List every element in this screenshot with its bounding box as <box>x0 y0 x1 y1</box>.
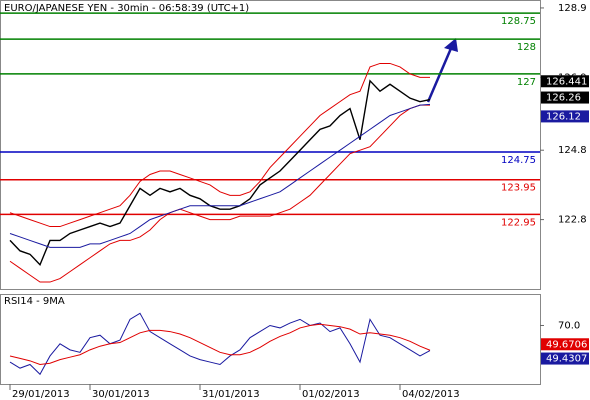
level-label: 127 <box>517 77 536 88</box>
series-line <box>9 323 431 366</box>
forecast-arrowhead <box>444 38 458 52</box>
series-line <box>9 312 431 376</box>
value-badge <box>541 338 589 351</box>
value-badge <box>541 352 589 365</box>
y-tick-label: 124.8 <box>558 145 587 156</box>
level-label: 128 <box>517 42 536 53</box>
rsi-title: RSI14 - 9MA <box>4 296 65 307</box>
price-panel <box>0 0 541 290</box>
level-label: 123.95 <box>501 183 536 194</box>
level-label: 128.75 <box>501 16 536 27</box>
series-line <box>9 79 431 266</box>
value-badge-label: 126.12 <box>546 111 581 122</box>
y-tick-label: 122.8 <box>558 215 587 226</box>
series-line <box>9 104 430 283</box>
y-tick-label: 70.0 <box>558 320 580 331</box>
series-line <box>9 103 431 248</box>
value-badge-label: 49.4307 <box>546 354 587 365</box>
series-line <box>9 62 430 228</box>
y-tick-label: 128.9 <box>558 3 587 14</box>
level-label: 124.75 <box>501 155 536 166</box>
rsi-panel <box>0 294 541 385</box>
x-tick-label: 29/01/2013 <box>12 389 70 400</box>
value-badge-label: 126.441 <box>546 76 587 87</box>
value-badge <box>541 91 589 104</box>
x-tick-label: 01/02/2013 <box>302 389 360 400</box>
level-label: 122.95 <box>501 217 536 228</box>
value-badge <box>541 110 589 123</box>
chart-title: EURO/JAPANESE YEN - 30min - 06:58:39 (UT… <box>4 3 249 14</box>
x-tick-label: 31/01/2013 <box>202 389 260 400</box>
x-tick-label: 04/02/2013 <box>402 389 460 400</box>
x-tick-label: 30/01/2013 <box>92 389 150 400</box>
value-badge-label: 126.26 <box>546 93 581 104</box>
value-badge-label: 49.6706 <box>546 339 587 350</box>
value-badge <box>541 75 589 88</box>
